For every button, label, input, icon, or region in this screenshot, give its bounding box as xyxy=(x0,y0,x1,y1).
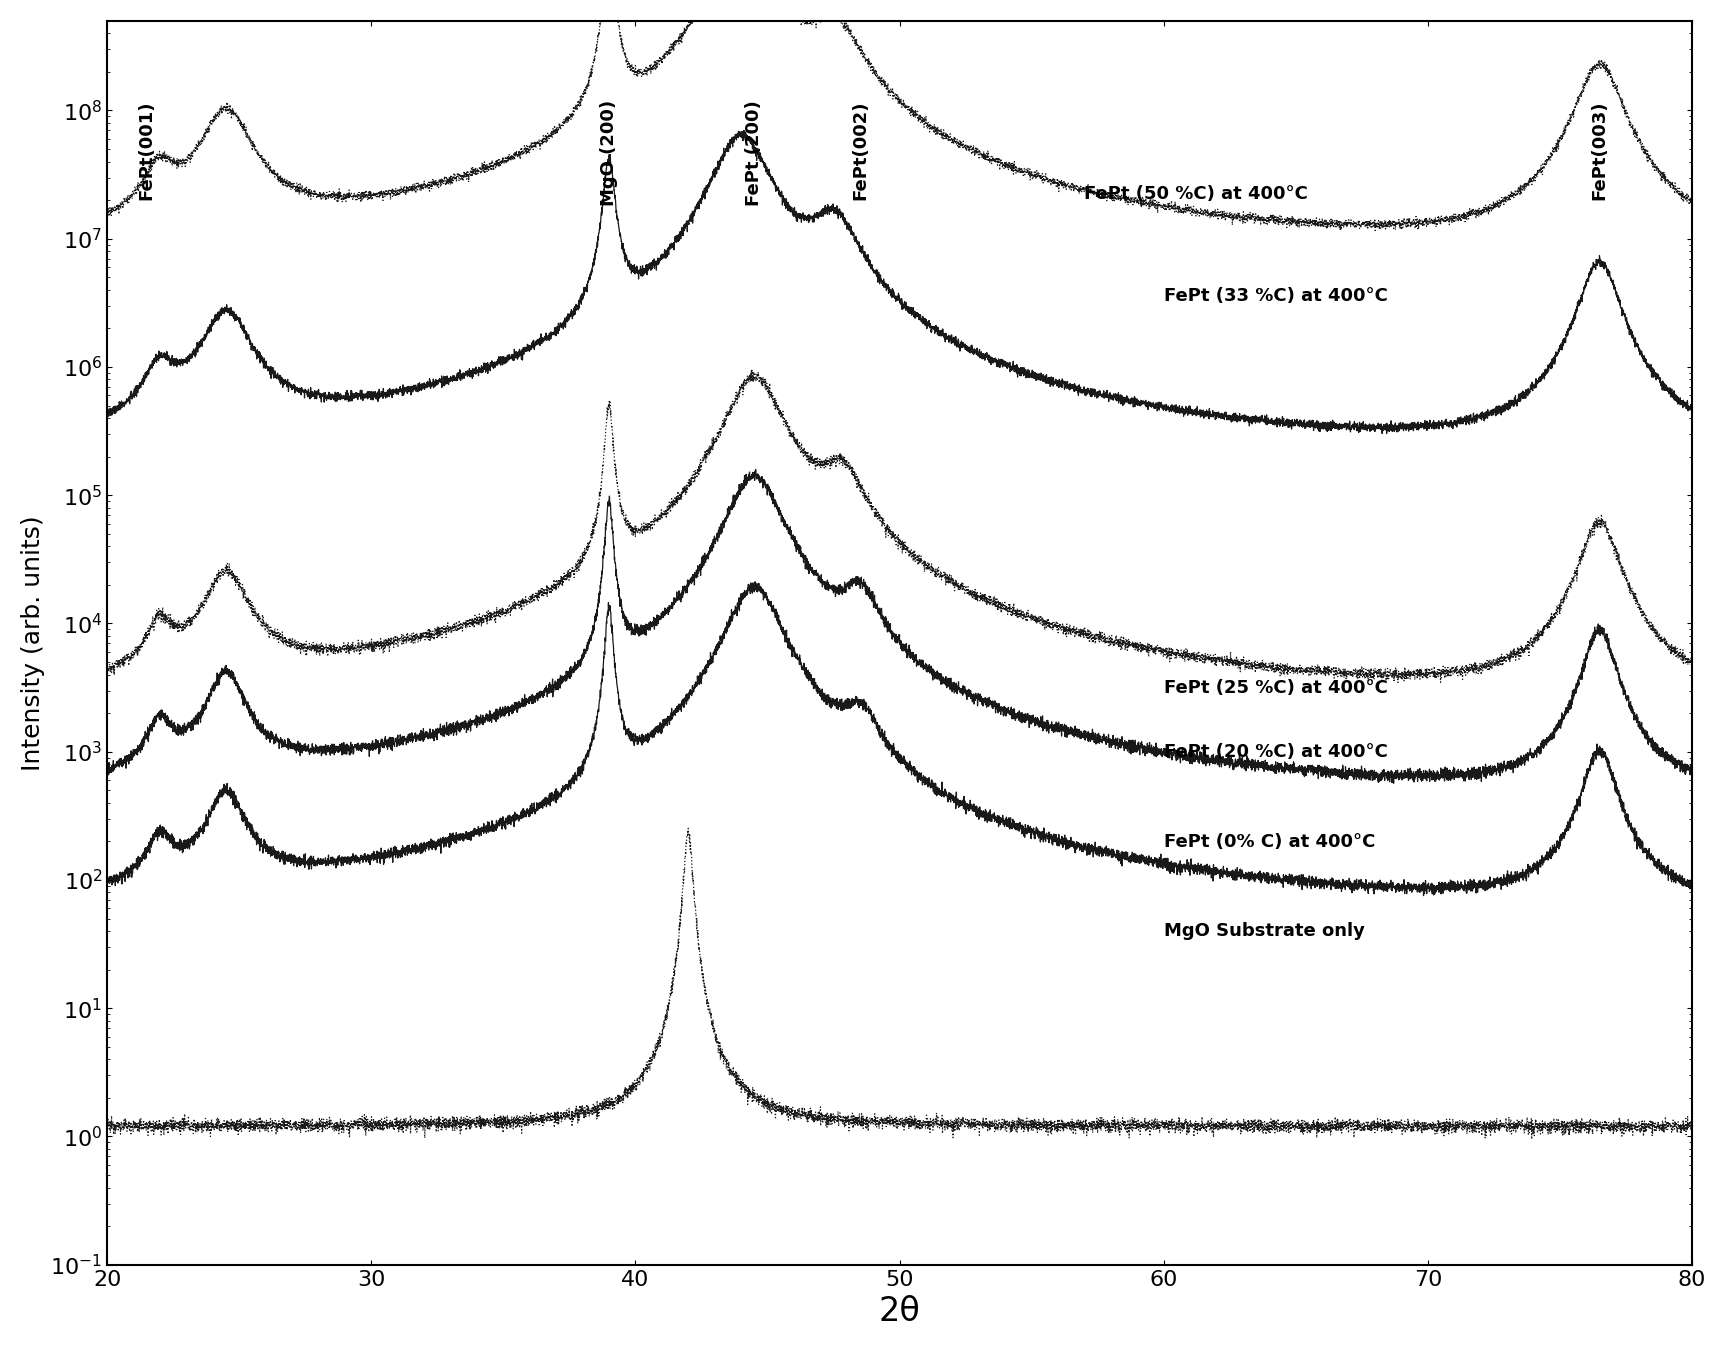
Text: FePt(003): FePt(003) xyxy=(1591,100,1608,200)
Text: FePt (200): FePt (200) xyxy=(746,100,763,206)
Text: FePt (50 %C) at 400°C: FePt (50 %C) at 400°C xyxy=(1085,185,1309,202)
Text: FePt(002): FePt(002) xyxy=(851,100,869,200)
Text: FePt (0% C) at 400°C: FePt (0% C) at 400°C xyxy=(1164,832,1375,850)
Text: MgO Substrate only: MgO Substrate only xyxy=(1164,923,1364,940)
Text: FePt(001): FePt(001) xyxy=(138,100,155,200)
Text: FePt (25 %C) at 400°C: FePt (25 %C) at 400°C xyxy=(1164,679,1387,696)
Text: FePt (33 %C) at 400°C: FePt (33 %C) at 400°C xyxy=(1164,287,1387,305)
Text: FePt (20 %C) at 400°C: FePt (20 %C) at 400°C xyxy=(1164,743,1387,761)
X-axis label: 2θ: 2θ xyxy=(879,1295,920,1329)
Text: MgO (200): MgO (200) xyxy=(599,100,618,206)
Y-axis label: Intensity (arb. units): Intensity (arb. units) xyxy=(21,515,45,770)
